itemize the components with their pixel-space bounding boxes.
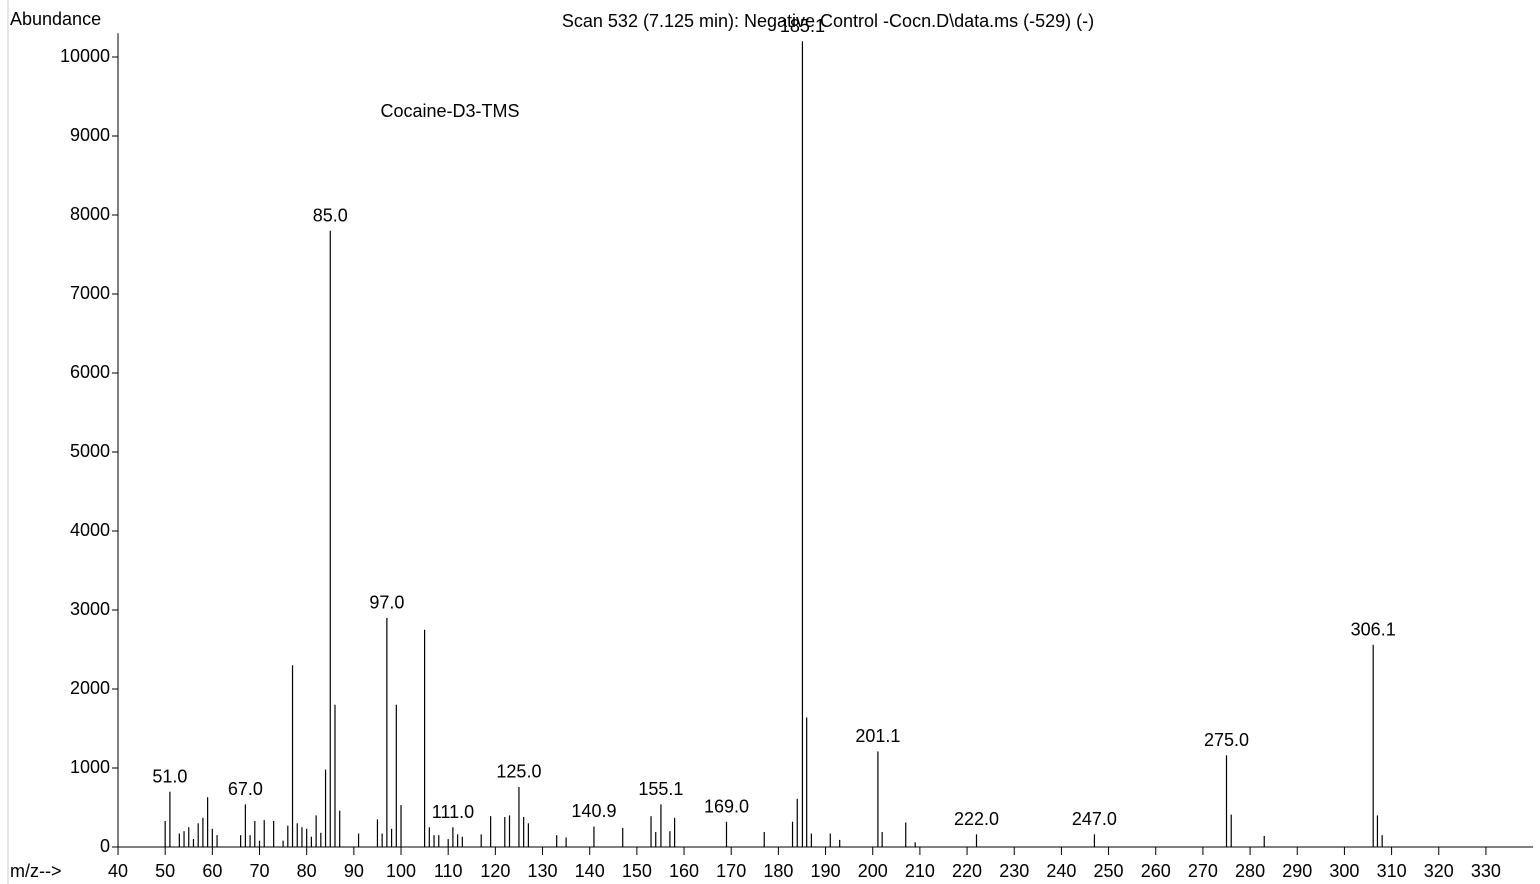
- x-tick-label: 330: [1471, 861, 1501, 881]
- peak-label: 155.1: [638, 779, 683, 799]
- y-tick-label: 2000: [70, 678, 110, 698]
- peak-label: 125.0: [496, 762, 541, 782]
- peak-label: 97.0: [369, 593, 404, 613]
- x-tick-label: 300: [1329, 861, 1359, 881]
- y-tick-label: 4000: [70, 520, 110, 540]
- y-tick-label: 3000: [70, 599, 110, 619]
- peak-label: 111.0: [432, 802, 474, 822]
- x-tick-label: 110: [434, 861, 463, 881]
- x-tick-label: 210: [905, 861, 935, 881]
- x-tick-label: 280: [1235, 861, 1265, 881]
- x-tick-label: 310: [1377, 861, 1407, 881]
- peak-label: 51.0: [152, 766, 187, 786]
- x-tick-label: 200: [858, 861, 888, 881]
- peak-label: 201.1: [855, 726, 900, 746]
- annotation: Cocaine-D3-TMS: [380, 101, 519, 121]
- x-tick-label: 150: [622, 861, 652, 881]
- y-tick-label: 8000: [70, 204, 110, 224]
- x-tick-label: 50: [155, 861, 175, 881]
- peak-label: 140.9: [571, 801, 616, 821]
- x-tick-label: 60: [202, 861, 222, 881]
- chart-title: Scan 532 (7.125 min): Negative Control -…: [562, 11, 1094, 31]
- y-tick-label: 5000: [70, 441, 110, 461]
- peak-label: 67.0: [228, 779, 263, 799]
- x-tick-label: 260: [1141, 861, 1171, 881]
- peak-label: 185.1: [780, 16, 825, 36]
- x-tick-label: 100: [386, 861, 416, 881]
- x-tick-label: 70: [249, 861, 269, 881]
- x-tick-label: 170: [716, 861, 746, 881]
- peak-label: 222.0: [954, 809, 999, 829]
- y-axis-label: Abundance: [10, 9, 101, 29]
- peak-label: 275.0: [1204, 730, 1249, 750]
- x-tick-label: 130: [528, 861, 558, 881]
- x-tick-label: 80: [297, 861, 317, 881]
- peak-label: 306.1: [1351, 620, 1396, 640]
- x-tick-label: 320: [1424, 861, 1454, 881]
- y-tick-label: 6000: [70, 362, 110, 382]
- x-tick-label: 270: [1188, 861, 1218, 881]
- y-tick-label: 1000: [70, 757, 110, 777]
- x-tick-label: 230: [999, 861, 1029, 881]
- peak-label: 85.0: [313, 206, 348, 226]
- x-tick-label: 250: [1094, 861, 1124, 881]
- x-tick-label: 160: [669, 861, 699, 881]
- y-tick-label: 9000: [70, 125, 110, 145]
- x-tick-label: 90: [344, 861, 364, 881]
- x-tick-label: 140: [575, 861, 605, 881]
- x-tick-label: 290: [1282, 861, 1312, 881]
- y-tick-label: 7000: [70, 283, 110, 303]
- x-tick-label: 240: [1046, 861, 1076, 881]
- y-tick-label: 0: [100, 836, 110, 856]
- peak-label: 169.0: [704, 796, 749, 816]
- y-tick-label: 10000: [60, 46, 110, 66]
- x-axis-label: m/z-->: [10, 861, 62, 881]
- x-tick-label: 190: [811, 861, 841, 881]
- x-tick-label: 220: [952, 861, 982, 881]
- x-tick-label: 180: [763, 861, 793, 881]
- x-tick-label: 120: [480, 861, 510, 881]
- peak-label: 247.0: [1072, 809, 1117, 829]
- x-tick-label: 40: [108, 861, 128, 881]
